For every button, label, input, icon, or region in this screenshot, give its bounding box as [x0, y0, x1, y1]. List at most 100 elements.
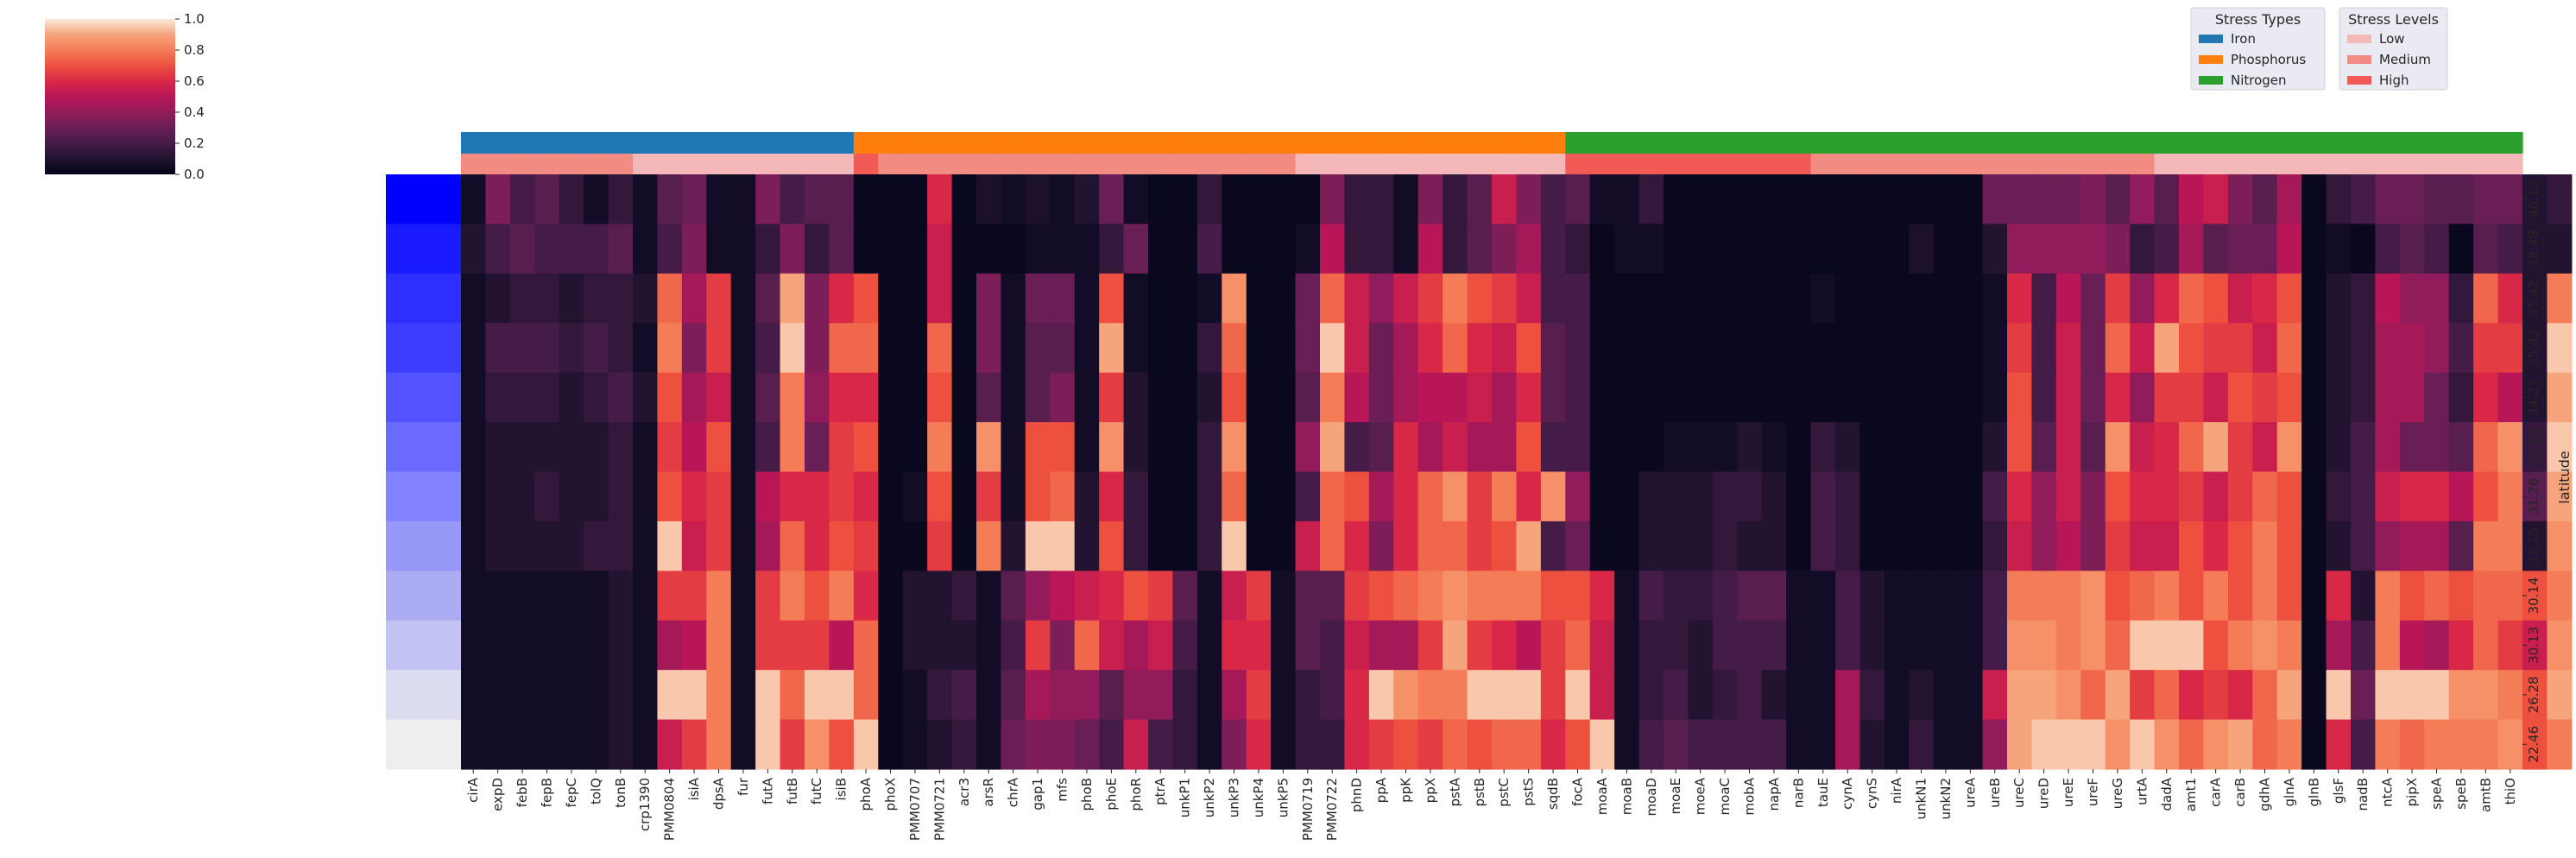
- legend-swatch: [2199, 76, 2223, 85]
- heatmap-cell: [902, 273, 928, 324]
- y-tick-label: 35.42: [2526, 329, 2541, 366]
- stress-type-cell: [485, 132, 511, 154]
- heatmap-cell: [1344, 422, 1370, 473]
- x-tick-label: dpsA: [711, 777, 727, 810]
- legend-swatch: [2347, 55, 2371, 64]
- heatmap-cell: [1810, 372, 1836, 423]
- stress-type-cell: [2375, 132, 2401, 154]
- heatmap-cell: [633, 422, 659, 473]
- x-tick-label: ureD: [2036, 778, 2052, 809]
- heatmap-cell: [1443, 372, 1468, 423]
- heatmap-cell: [1320, 273, 1346, 324]
- heatmap-cell: [2055, 372, 2081, 423]
- heatmap-cell: [1417, 471, 1443, 522]
- heatmap-cell: [1050, 422, 1076, 473]
- heatmap-cell: [1417, 372, 1443, 423]
- latitude-color-strip: [386, 174, 461, 770]
- heatmap-cell: [2326, 620, 2352, 671]
- stress-type-cell: [878, 132, 904, 154]
- heatmap-cell: [509, 372, 535, 423]
- colorbar: 0.0 0.2 0.4 0.6 0.8 1.0: [45, 11, 205, 182]
- heatmap-cell: [1074, 620, 1100, 671]
- heatmap-cell: [2399, 719, 2425, 770]
- heatmap-cell: [1589, 422, 1615, 473]
- heatmap-cell: [878, 174, 904, 225]
- heatmap-cell: [755, 273, 781, 324]
- heatmap-cell: [1835, 422, 1861, 473]
- heatmap-cell: [1614, 571, 1640, 621]
- heatmap-cell: [2448, 174, 2474, 225]
- heatmap-cell: [2203, 670, 2229, 721]
- heatmap-cell: [1638, 224, 1664, 274]
- heatmap-cell: [1050, 520, 1076, 571]
- stress-type-cell: [2031, 132, 2057, 154]
- heatmap-cell: [681, 620, 707, 671]
- heatmap-cell: [2473, 571, 2499, 621]
- x-tick-label: focA: [1570, 777, 1586, 806]
- heatmap-cell: [509, 224, 535, 274]
- heatmap-cell: [633, 471, 659, 522]
- heatmap-cell: [1123, 273, 1149, 324]
- heatmap-cell: [1958, 620, 1984, 671]
- heatmap-cell: [1810, 620, 1836, 671]
- heatmap-cell: [1467, 422, 1493, 473]
- heatmap-cell: [1492, 323, 1518, 374]
- heatmap-cell: [1196, 471, 1222, 522]
- heatmap-cell: [805, 372, 830, 423]
- heatmap-cell: [1982, 471, 2008, 522]
- heatmap-cell: [878, 719, 904, 770]
- stress-level-cell: [2055, 154, 2081, 174]
- heatmap-cell: [878, 422, 904, 473]
- heatmap-cell: [633, 273, 659, 324]
- stress-type-cell: [2424, 132, 2450, 154]
- heatmap-cell: [1688, 323, 1714, 374]
- heatmap-cell: [1344, 224, 1370, 274]
- heatmap-cell: [461, 520, 487, 571]
- stress-type-cell: [1492, 132, 1518, 154]
- stress-level-cell: [1148, 154, 1174, 174]
- stress-level-cell: [2252, 154, 2278, 174]
- heatmap-cell: [2276, 520, 2302, 571]
- heatmap-cell: [1050, 273, 1076, 324]
- stress-type-cell: [1320, 132, 1346, 154]
- stress-level-cell: [559, 154, 584, 174]
- heatmap-cell: [1001, 471, 1026, 522]
- heatmap-cell: [2227, 719, 2253, 770]
- heatmap-cell: [2031, 520, 2057, 571]
- heatmap-cell: [1712, 520, 1738, 571]
- heatmap-cell: [2473, 323, 2499, 374]
- heatmap-cell: [608, 224, 634, 274]
- heatmap-cell: [1933, 471, 1959, 522]
- heatmap-cell: [1933, 323, 1959, 374]
- heatmap-cell: [1933, 670, 1959, 721]
- heatmap-cell: [1664, 224, 1689, 274]
- heatmap-cell: [2375, 273, 2401, 324]
- heatmap-cell: [2326, 571, 2352, 621]
- heatmap-cell: [509, 571, 535, 621]
- stress-level-cell: [706, 154, 732, 174]
- heatmap-cell: [534, 520, 560, 571]
- stress-type-cell: [1001, 132, 1026, 154]
- latitude-color-cell: [386, 273, 461, 324]
- heatmap-cell: [559, 471, 584, 522]
- heatmap-cell: [509, 471, 535, 522]
- heatmap-cell: [559, 571, 584, 621]
- colorbar-tick-label: 0.6: [184, 73, 205, 89]
- x-tick-label: PMM0722: [1324, 778, 1340, 841]
- heatmap-cell: [681, 719, 707, 770]
- heatmap-cell: [1835, 719, 1861, 770]
- heatmap-cell: [608, 620, 634, 671]
- heatmap-cell: [853, 670, 879, 721]
- stress-level-cell: [853, 154, 879, 174]
- heatmap-cell: [2203, 719, 2229, 770]
- heatmap-cell: [1688, 224, 1714, 274]
- heatmap-cell: [1859, 323, 1885, 374]
- heatmap-cell: [1492, 620, 1518, 671]
- heatmap-cell: [559, 620, 584, 671]
- colorbar-tick-label: 0.2: [184, 136, 205, 151]
- heatmap-cell: [2252, 273, 2278, 324]
- heatmap-cell: [534, 719, 560, 770]
- heatmap-cell: [1909, 571, 1935, 621]
- heatmap-cell: [2031, 719, 2057, 770]
- stress-type-cell: [1295, 132, 1321, 154]
